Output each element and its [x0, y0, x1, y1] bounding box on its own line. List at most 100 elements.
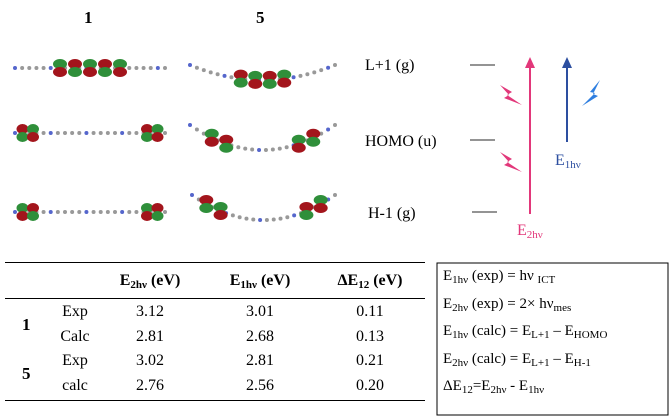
orbital-shape [55, 210, 60, 214]
light-icon [582, 80, 600, 106]
transition-label: E2hν [517, 222, 543, 241]
text-segment: - E [506, 378, 529, 394]
orbital-shape [213, 210, 228, 220]
text-segment: 2hν [452, 301, 469, 314]
text-segment: L+1 [531, 356, 550, 369]
orbital-shape [204, 136, 219, 147]
orbital-shape [291, 75, 296, 80]
orbital-shape [222, 73, 227, 78]
orbital-shape [98, 59, 112, 69]
orbital-shape [270, 147, 275, 152]
orbital-shape [16, 211, 29, 221]
orbital-shape [127, 131, 132, 135]
orbital-shape [98, 131, 103, 135]
equation: ΔE12=E2hν - E1hν [443, 378, 544, 396]
orbital-shape [63, 210, 67, 214]
text-segment: 1hν [240, 279, 257, 291]
orbital-shape [199, 203, 214, 213]
orbital-shape [127, 210, 132, 214]
text-segment: (eV) [146, 272, 181, 289]
group-label: 5 [22, 364, 31, 383]
text-segment: E [443, 323, 453, 339]
orbital-shape [13, 210, 17, 214]
orbital-shape [134, 131, 139, 135]
orbital-shape [194, 65, 199, 70]
orbital-shape [319, 131, 324, 136]
orbital-shape [27, 66, 32, 70]
orbital-shape [215, 72, 220, 77]
orbital-shape [194, 127, 199, 132]
orbital-shape [188, 63, 192, 67]
transition-label: E1hν [555, 152, 581, 171]
text-segment: 12 [358, 279, 370, 291]
orbital-shape [277, 69, 292, 80]
text-segment: (eV) [369, 272, 403, 289]
text-segment: ΔE [337, 272, 359, 289]
level-label: H-1 (g) [368, 205, 416, 222]
orbital-shape [41, 210, 46, 214]
orbital-shape [208, 70, 213, 75]
text-segment: (calc) = E [468, 323, 532, 339]
orbital-shape [306, 136, 321, 147]
orbital-images [13, 59, 337, 222]
orbital-shape [84, 131, 89, 135]
orbital-shape [70, 131, 75, 135]
row-label: Exp [62, 352, 88, 369]
orbital-shape [163, 210, 167, 214]
text-segment: L+1 [531, 329, 550, 341]
orbital-shape [151, 124, 164, 134]
orbital-shape [263, 147, 268, 152]
cell: 2.56 [246, 376, 274, 394]
text-segment: – E [549, 323, 574, 339]
orbital-shape [237, 215, 242, 220]
orbital-shape [285, 215, 290, 220]
orbital-shape [233, 69, 248, 80]
molecule-label: 5 [256, 8, 265, 27]
orbital-shape [229, 75, 234, 80]
text-segment: E [443, 350, 453, 367]
text-segment: 1hν [564, 159, 581, 171]
cell: 2.81 [246, 352, 274, 369]
orbital-shape [13, 66, 17, 70]
text-segment: – E [549, 350, 574, 367]
orbital-shape [151, 132, 164, 142]
text-segment: (calc) = E [468, 350, 532, 367]
orbital-shape [141, 211, 153, 221]
orbital-shape [151, 203, 164, 213]
cell: 0.20 [356, 376, 384, 394]
cell: 0.21 [356, 352, 384, 369]
orbital-shape [278, 216, 283, 221]
orbital-shape [83, 59, 97, 69]
orbital-shape [16, 203, 29, 213]
equation: E2hν (exp) = 2× hνmes [443, 296, 571, 314]
orbital-shape [201, 68, 206, 73]
orbital-shape [113, 210, 117, 214]
text-segment: E [443, 268, 453, 284]
text-segment: E [555, 152, 565, 169]
text-segment: ΔE [443, 378, 462, 394]
orbital-shape [141, 124, 153, 134]
text-segment: E [229, 272, 241, 289]
row-label: calc [62, 376, 88, 394]
text-segment: H-1 [573, 356, 591, 369]
cell: 2.68 [246, 327, 274, 345]
orbital-shape [13, 131, 17, 135]
orbital-shape [233, 77, 248, 88]
orbital-shape [277, 77, 292, 88]
orbital-shape [204, 128, 219, 139]
orbital-shape [305, 72, 310, 77]
orbital-shape [77, 210, 82, 214]
text-segment: (exp) = hν [468, 268, 538, 284]
orbital-shape [34, 66, 39, 70]
rule [5, 298, 425, 299]
orbital-shape [113, 67, 127, 77]
orbital-shape [83, 67, 97, 77]
orbital-shape [148, 66, 153, 70]
orbital-shape [84, 210, 89, 214]
orbital-shape [105, 131, 110, 135]
orbital-shape [163, 66, 167, 70]
orbital-shape [199, 195, 214, 205]
orbital-shape [262, 78, 277, 89]
molecule-label: 1 [84, 8, 93, 27]
